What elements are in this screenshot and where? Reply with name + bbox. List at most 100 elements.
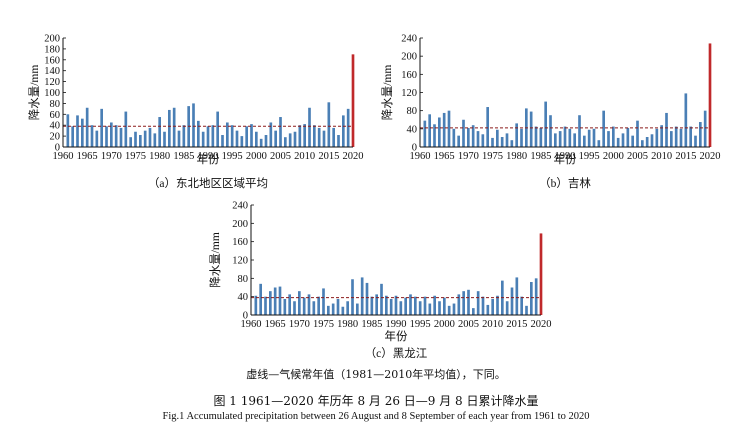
chart-0-x-tick-label: 1995 xyxy=(222,151,243,162)
chart-1-bar xyxy=(447,110,451,147)
chart-2-bar xyxy=(491,298,494,315)
chart-0-bar xyxy=(143,130,147,147)
chart-0-bar xyxy=(71,126,74,147)
chart-0-bar xyxy=(90,125,94,147)
chart-2-bar xyxy=(380,283,383,315)
chart-0-bar xyxy=(327,102,331,147)
chart-1-bar xyxy=(486,107,489,147)
chart-1-bar xyxy=(703,110,707,147)
chart-2-bar xyxy=(385,295,388,315)
chart-1-bar xyxy=(631,135,634,147)
chart-1-x-tick-label: 1975 xyxy=(482,151,503,162)
chart-2-bar xyxy=(472,308,475,315)
chart-0-bar xyxy=(148,127,152,147)
chart-0-bar xyxy=(230,125,234,147)
chart-0-bar xyxy=(124,111,128,147)
chart-2-bar xyxy=(428,303,432,315)
chart-2-bar xyxy=(288,294,291,315)
chart-0-x-tick-label: 1980 xyxy=(149,151,170,162)
chart-1-y-tick-label: 0 xyxy=(412,143,417,154)
chart-2-bar xyxy=(346,301,349,315)
chart-2-x-tick-label: 2005 xyxy=(458,319,479,330)
chart-0-x-tick-label: 1990 xyxy=(198,151,219,162)
climate-mean-note: 虚线—气候常年值（1981—2010年平均值），下同。 xyxy=(246,368,506,381)
chart-2-x-tick-label: 2010 xyxy=(482,319,503,330)
chart-1-bar xyxy=(438,117,441,147)
chart-1-bar xyxy=(491,137,494,147)
chart-2-bar xyxy=(496,295,499,315)
chart-2-bar xyxy=(273,287,277,315)
chart-1-bar xyxy=(694,135,697,147)
chart-1-y-tick-label: 200 xyxy=(401,52,417,63)
chart-1-bar xyxy=(529,111,533,147)
chart-1-bar xyxy=(650,134,654,147)
chart-1-bar xyxy=(428,114,431,147)
chart-1-y-axis-title: 降水量/mm xyxy=(380,65,394,121)
chart-2-bar xyxy=(264,296,267,315)
chart-1-bar xyxy=(660,125,663,147)
chart-1-bar xyxy=(457,135,460,147)
chart-0-bar xyxy=(322,130,326,147)
chart-0-bar xyxy=(317,127,321,147)
chart-2-bar xyxy=(467,289,470,315)
chart-1-bar xyxy=(534,126,538,147)
chart-2-x-tick-label: 1990 xyxy=(386,319,407,330)
chart-1-y-tick-label: 160 xyxy=(401,70,417,81)
chart-2-y-tick-label: 0 xyxy=(243,311,248,322)
chart-2-y-tick-label: 80 xyxy=(238,274,249,285)
chart-2-bar xyxy=(365,282,369,315)
chart-1-bar xyxy=(592,128,596,147)
chart-2-bar xyxy=(452,303,456,315)
chart-0-bar xyxy=(303,124,306,147)
chart-1-x-tick-label: 1965 xyxy=(434,151,455,162)
chart-1-bar xyxy=(597,140,601,147)
chart-0-y-tick-label: 180 xyxy=(44,44,60,55)
chart-2-x-tick-label: 1980 xyxy=(337,319,358,330)
chart-0-bar xyxy=(76,115,79,147)
chart-2-x-tick-label: 1965 xyxy=(265,319,286,330)
chart-0-x-tick-label: 2000 xyxy=(246,151,267,162)
chart-0-bar xyxy=(197,120,200,147)
chart-1-bar xyxy=(549,115,552,147)
chart-1-bar xyxy=(587,129,591,147)
chart-0-bar xyxy=(293,131,297,147)
chart-2-y-tick-label: 240 xyxy=(232,201,248,212)
chart-1-x-tick-label: 2005 xyxy=(627,151,648,162)
chart-2-bar xyxy=(457,294,461,315)
chart-2-bar xyxy=(481,296,485,315)
chart-0-x-tick-label: 1970 xyxy=(101,151,122,162)
chart-2-bar xyxy=(447,305,451,315)
chart-0-y-tick-label: 40 xyxy=(50,121,61,132)
chart-0-y-tick-label: 20 xyxy=(50,132,61,143)
chart-0-bar xyxy=(250,124,253,147)
chart-0-bar xyxy=(216,111,219,147)
chart-0-bar xyxy=(168,109,171,147)
chart-0-bar xyxy=(172,107,176,147)
chart-0-bar xyxy=(95,130,99,147)
chart-0-bar xyxy=(85,107,89,147)
chart-1-x-tick-label: 2000 xyxy=(603,151,624,162)
chart-0-bar xyxy=(308,107,311,147)
chart-0-bar xyxy=(110,122,113,147)
chart-0-bar xyxy=(211,125,215,147)
chart-2-bar xyxy=(486,304,490,315)
chart-0-bar xyxy=(201,131,205,147)
chart-1-y-tick-label: 240 xyxy=(401,34,417,45)
chart-2-bar xyxy=(375,294,378,315)
chart-2-bar xyxy=(322,288,325,315)
chart-2-y-tick-label: 40 xyxy=(238,292,249,303)
chart-1-bar xyxy=(578,115,581,147)
chart-2-bar xyxy=(389,298,393,315)
chart-1-x-tick-label: 1980 xyxy=(506,151,527,162)
chart-1-bar xyxy=(505,133,509,147)
chart-2-x-tick-label: 1975 xyxy=(313,319,334,330)
chart-1-bar xyxy=(476,131,480,147)
chart-0-bar xyxy=(163,131,166,147)
chart-1-bar xyxy=(554,133,557,147)
chart-1-bar xyxy=(679,128,683,147)
chart-0-bar xyxy=(206,126,210,147)
chart-1-bar xyxy=(689,126,692,147)
chart-2-panel-caption: （c）黑龙江 xyxy=(365,347,428,360)
chart-0-bar xyxy=(264,135,268,147)
chart-2-bar xyxy=(317,296,320,315)
